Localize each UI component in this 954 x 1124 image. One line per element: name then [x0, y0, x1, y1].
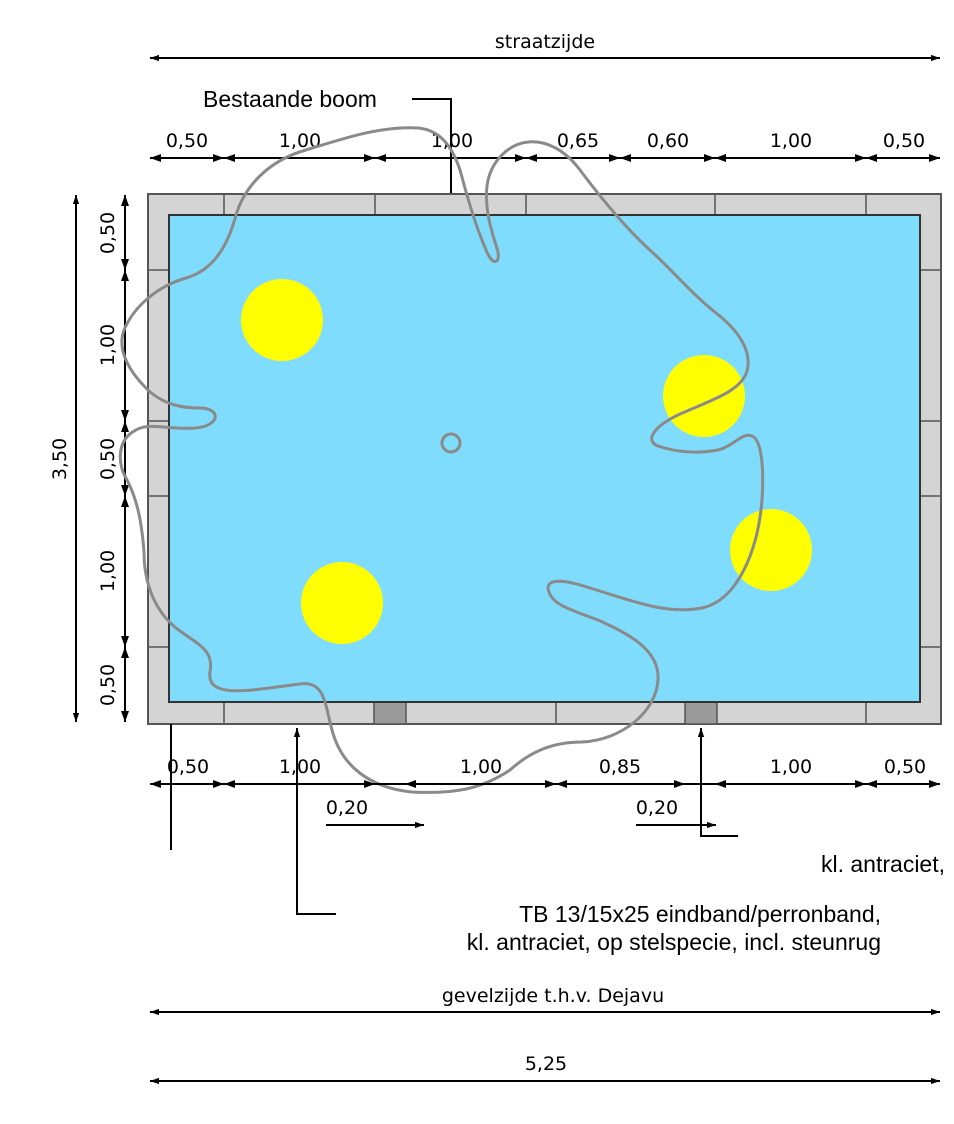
curb-spec-line-1: TB 13/15x25 eindband/perronband,	[519, 901, 881, 927]
top-dimension-arrows	[150, 154, 940, 162]
top-dim-6: 1,00	[770, 130, 812, 152]
bottom-dim-2: 1,00	[279, 756, 321, 778]
gap-leader-arrow	[697, 728, 738, 837]
bottom-dim-6: 0,50	[884, 756, 926, 778]
side-dim-5: 0,50	[97, 664, 119, 706]
gap-dim-right: 0,20	[636, 797, 678, 819]
top-dim-5: 0,60	[647, 130, 689, 152]
plant-circle	[730, 509, 812, 591]
curb-spec-line-2: kl. antraciet, op stelspecie, incl. steu…	[467, 929, 881, 955]
bottom-dim-5: 1,00	[770, 756, 812, 778]
side-dim-3: 0,50	[97, 438, 119, 480]
tree-trunk-icon	[440, 432, 462, 454]
top-dim-4: 0,65	[557, 130, 599, 152]
plant-circle	[301, 562, 383, 644]
curb-joints	[148, 194, 941, 724]
side-dim-2: 1,00	[97, 324, 119, 366]
curb-leader-arrow	[293, 728, 336, 915]
curb-gap-left	[373, 701, 407, 725]
bottom-dim-4: 0,85	[599, 756, 641, 778]
side-dim-4: 1,00	[97, 550, 119, 592]
facade-side-label: gevelzijde t.h.v. Dejavu	[442, 985, 664, 1007]
total-height-label: 3,50	[49, 438, 71, 480]
side-dimension-chain: 0,50 1,00 0,50 1,00 0,50	[97, 195, 129, 722]
bottom-dim-1: 0,50	[167, 756, 209, 778]
curb-gap-right	[684, 701, 718, 725]
side-dimension-arrows	[121, 195, 129, 722]
street-side-label: straatzijde	[495, 31, 595, 53]
top-dim-3: 1,00	[431, 130, 473, 152]
side-dim-1: 0,50	[97, 212, 119, 254]
bottom-dimension-arrows	[150, 780, 940, 788]
tree-label: Bestaande boom	[203, 86, 377, 112]
color-note: kl. antraciet,	[821, 851, 945, 877]
planter	[147, 193, 942, 725]
top-dim-2: 1,00	[279, 130, 321, 152]
total-width-label: 5,25	[525, 1053, 567, 1075]
top-dim-1: 0,50	[166, 130, 208, 152]
top-dim-7: 0,50	[883, 130, 925, 152]
plant-groups	[241, 279, 812, 644]
bottom-dimension-chain: 0,50 1,00 1,00 0,85 1,00 0,50	[150, 756, 940, 788]
tree-canopy-outline	[118, 126, 765, 794]
plant-circle	[663, 355, 745, 437]
top-dimension-chain: 0,50 1,00 1,00 0,65 0,60 1,00 0,50	[150, 130, 940, 162]
bottom-dim-3: 1,00	[460, 756, 502, 778]
plant-circle	[241, 279, 323, 361]
gap-dim-left: 0,20	[326, 797, 368, 819]
